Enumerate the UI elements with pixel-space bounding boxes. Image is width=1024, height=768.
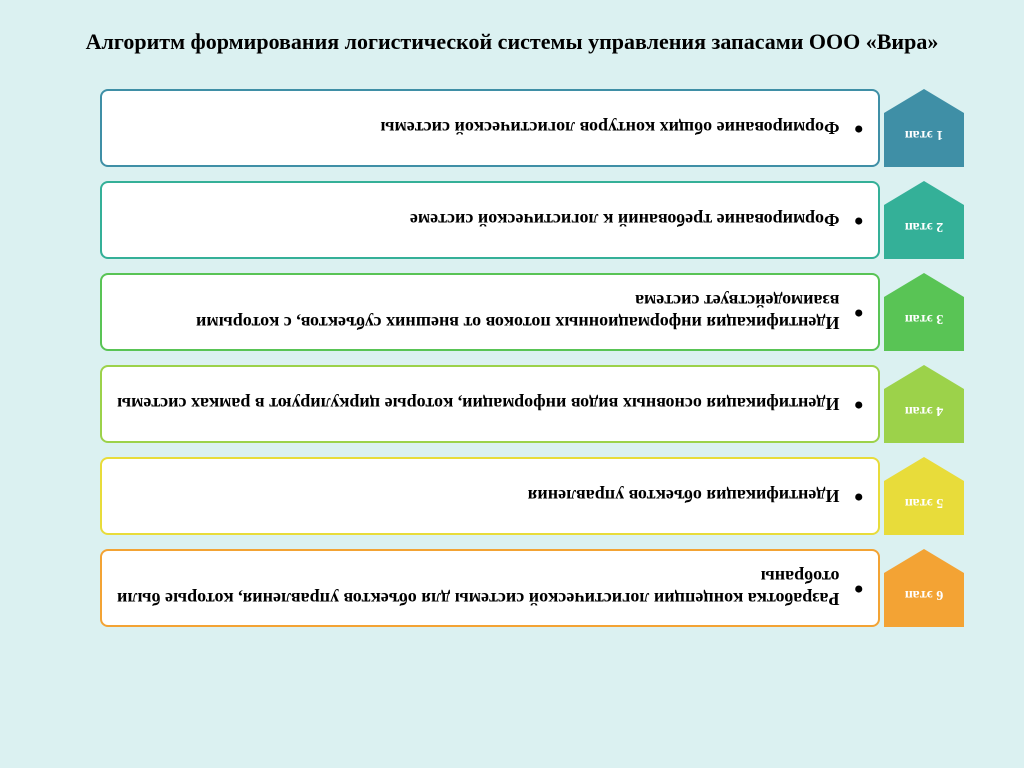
stage-content-box: • Идентификация объектов управления [100, 457, 880, 535]
stage-chevron: 5 этап [884, 457, 964, 535]
stage-chevron: 6 этап [884, 549, 964, 627]
stage-row: 6 этап • Разработка концепции логистичес… [100, 549, 964, 627]
stage-content-box: • Формирование общих контуров логистичес… [100, 89, 880, 167]
stage-content-box: • Идентификация информационных потоков о… [100, 273, 880, 351]
stage-label: 5 этап [905, 494, 943, 510]
stage-row: 2 этап • Формирование требований к логис… [100, 181, 964, 259]
stage-row: 5 этап • Идентификация объектов управлен… [100, 457, 964, 535]
stage-text: Идентификация информационных потоков от … [116, 289, 839, 334]
stage-text: Идентификация объектов управления [528, 484, 840, 507]
stage-content-box: • Разработка концепции логистической сис… [100, 549, 880, 627]
stage-text: Идентификация основных видов информации,… [117, 392, 839, 415]
stage-chevron: 3 этап [884, 273, 964, 351]
stage-row: 4 этап • Идентификация основных видов ин… [100, 365, 964, 443]
stage-label: 1 этап [905, 126, 943, 142]
stage-label: 4 этап [905, 402, 943, 418]
stage-label: 2 этап [905, 218, 943, 234]
stage-chevron: 4 этап [884, 365, 964, 443]
page-title: Алгоритм формирования логистической сист… [0, 0, 1024, 71]
stage-text: Разработка концепции логистической систе… [116, 565, 839, 610]
stage-content-box: • Идентификация основных видов информаци… [100, 365, 880, 443]
stage-row: 1 этап • Формирование общих контуров лог… [100, 89, 964, 167]
stage-text: Формирование общих контуров логистическо… [380, 116, 839, 139]
stage-content-box: • Формирование требований к логистическо… [100, 181, 880, 259]
stage-chevron: 2 этап [884, 181, 964, 259]
stage-label: 6 этап [905, 586, 943, 602]
stage-row: 3 этап • Идентификация информационных по… [100, 273, 964, 351]
stage-chevron: 1 этап [884, 89, 964, 167]
stage-label: 3 этап [905, 310, 943, 326]
stage-text: Формирование требований к логистической … [410, 208, 840, 231]
stages-container: 1 этап • Формирование общих контуров лог… [0, 71, 1024, 627]
